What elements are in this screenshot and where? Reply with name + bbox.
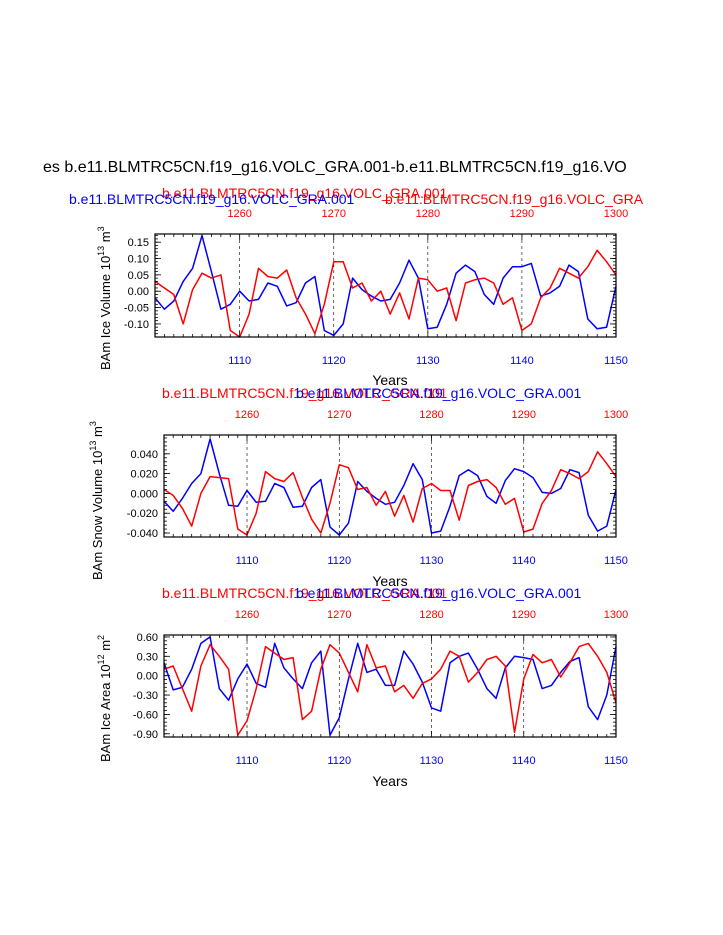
plot-frame [154,233,617,338]
y-tick-label: -0.040 [127,528,158,540]
x-top-tick-label: 1280 [416,208,440,220]
x-tick-label: 1120 [327,755,351,767]
x-tick-label: 1150 [604,555,628,567]
x-top-tick-label: 1270 [327,409,351,421]
panel3-title-red: b.e11.BLMTRC5CN.f19_g16.VOLC_GRA.001 [162,585,448,601]
panel-ice-volume: b.e11.BLMTRC5CN.f19_g16.VOLC_GRA.001 b.e… [69,185,644,388]
plot-snow-volume: 1110 1120 1130 1140 1150 1260 1270 1280 1290 1300… [127,409,628,567]
y-tick-label: 0.15 [128,237,149,249]
y-tick-label: 0.00 [137,671,158,683]
x-top-tick-label: 1270 [327,609,351,621]
y-tick-label: 0.30 [137,651,158,663]
x-top-tick-label: 1300 [604,609,628,621]
x-tick-label: 1140 [512,555,536,567]
panel1-ylabel: BAm Ice Volume 1013 m3 [96,226,113,370]
y-tick-label: 0.10 [128,254,149,266]
panel-ice-area: b.e11.BLMTRC5CN.f19_g16.VOLC_GRA.001 b.e… [96,585,628,789]
y-tick-label: 0.00 [128,286,149,298]
x-tick-label: 1130 [420,555,444,567]
panel1-xlabel: Years [372,372,407,388]
series-line-red [163,451,617,536]
series-line-blue [163,636,617,736]
x-top-tick-label: 1280 [419,609,443,621]
x-top-tick-label: 1300 [604,208,628,220]
x-tick-label: 1140 [510,355,534,367]
x-top-tick-label: 1280 [419,409,443,421]
panel2-xlabel: Years [372,573,407,589]
x-tick-label: 1110 [228,355,251,367]
panel2-ylabel: BAm Snow Volume 1013 m3 [88,421,105,580]
plot-ice-volume: 1110 1120 1130 1140 1150 1260 1270 1280 1290 1300… [124,208,628,367]
y-tick-label: 0.020 [130,469,158,481]
x-top-tick-label: 1260 [227,208,251,220]
x-top-tick-label: 1290 [512,409,536,421]
plot-frame [163,434,617,538]
x-tick-label: 1150 [604,355,628,367]
plot-frame [163,634,617,738]
y-tick-label: -0.10 [124,319,149,331]
x-top-tick-label: 1300 [604,409,628,421]
y-tick-label: -0.90 [133,729,158,741]
x-top-tick-label: 1270 [322,208,346,220]
y-tick-label: 0.040 [130,449,158,461]
panel3-xlabel: Years [372,773,407,789]
y-tick-label: -0.60 [133,709,158,721]
plot-ice-area: 1110 1120 1130 1140 1150 1260 1270 1280 1290 1300… [133,609,628,767]
x-tick-label: 1110 [236,555,259,567]
x-tick-label: 1120 [327,555,351,567]
panel1-title-blue: b.e11.BLMTRC5CN.f19_g16.VOLC_GRA.001 [69,191,355,207]
x-top-tick-label: 1290 [512,609,536,621]
main-title: es b.e11.BLMTRC5CN.f19_g16.VOLC_GRA.001-… [43,159,627,176]
x-tick-label: 1110 [236,755,259,767]
x-tick-label: 1140 [512,755,536,767]
y-tick-label: 0.60 [137,632,158,644]
y-tick-label: -0.30 [133,690,158,702]
panel1-title-red-a: b.e11.BLMTRC5CN.f19_g16.VOLC_GRA.001 [162,185,448,201]
y-tick-label: -0.020 [127,508,158,520]
x-tick-label: 1130 [420,755,444,767]
series-line-red [154,249,617,338]
y-tick-label: 0.05 [128,270,149,282]
x-top-tick-label: 1290 [510,208,534,220]
series-line-blue [163,438,617,536]
y-tick-label: -0.05 [124,303,149,315]
panel3-ylabel: BAm Ice Area 1012 m2 [96,635,113,762]
x-tick-label: 1120 [322,355,346,367]
panel2-title-blue: b.e11.BLMTRC5CN.f19_g16.VOLC_GRA.001 [296,385,582,401]
x-top-tick-label: 1260 [235,409,259,421]
x-top-tick-label: 1260 [235,609,259,621]
x-tick-label: 1150 [604,755,628,767]
y-tick-label: 0.000 [130,488,158,500]
series-line-red [163,642,617,736]
panel-snow-volume: b.e11.BLMTRC5CN.f19_g16.VOLC_GRA.001 b.e… [88,385,628,589]
series-line-blue [154,234,617,337]
panel1-title-red-b: b.e11.BLMTRC5CN.f19_g16.VOLC_GRA [385,191,644,207]
x-tick-label: 1130 [416,355,440,367]
panel3-title-blue: b.e11.BLMTRC5CN.f19_g16.VOLC_GRA.001 [296,585,582,601]
panel2-title-red: b.e11.BLMTRC5CN.f19_g16.VOLC_GRA.001 [162,385,448,401]
